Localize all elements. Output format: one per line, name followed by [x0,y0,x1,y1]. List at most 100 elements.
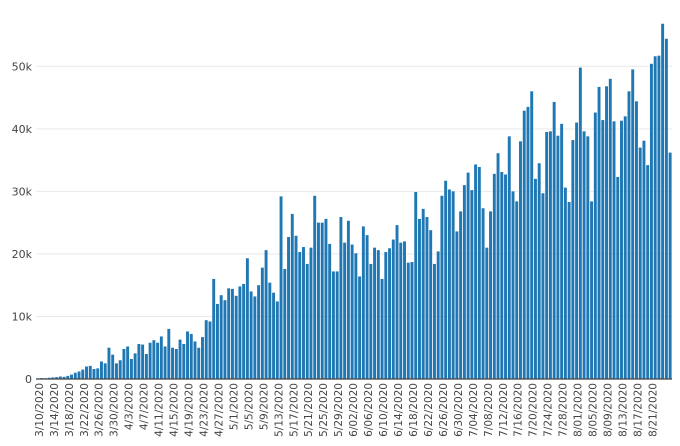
bar[interactable] [55,377,59,379]
bar[interactable] [485,247,489,379]
bar[interactable] [496,153,500,379]
bar[interactable] [275,301,279,379]
bar[interactable] [320,222,324,379]
bar[interactable] [96,368,100,379]
bar[interactable] [455,231,459,379]
bar[interactable] [62,376,66,379]
bar[interactable] [171,347,175,379]
bar[interactable] [548,131,552,379]
bar[interactable] [249,291,253,379]
bar[interactable] [631,69,635,380]
bar[interactable] [620,120,623,379]
bar[interactable] [552,101,556,379]
bar[interactable] [657,55,661,379]
bar[interactable] [563,187,567,379]
bar[interactable] [664,38,668,380]
bar[interactable] [197,347,201,379]
bar[interactable] [268,282,272,379]
bar[interactable] [653,56,657,379]
bar[interactable] [100,361,103,379]
bar[interactable] [526,106,530,379]
bar[interactable] [436,251,440,379]
bar[interactable] [492,173,496,379]
bar[interactable] [462,185,466,379]
bar[interactable] [294,235,298,379]
bar[interactable] [590,201,594,379]
bar[interactable] [234,295,238,379]
bar[interactable] [571,140,575,379]
bar[interactable] [601,120,605,379]
bar[interactable] [283,268,287,379]
bar[interactable] [425,217,429,379]
bar[interactable] [612,121,616,379]
bar[interactable] [148,342,152,379]
bar[interactable] [335,271,339,379]
bar[interactable] [189,333,193,379]
bar[interactable] [616,176,620,379]
bar[interactable] [242,283,246,379]
bar[interactable] [204,320,208,379]
bar[interactable] [331,271,335,379]
bar[interactable] [178,339,182,379]
bar[interactable] [474,164,478,379]
bar[interactable] [186,331,189,379]
bar[interactable] [369,263,373,379]
bar[interactable] [627,91,631,379]
bar[interactable] [290,213,294,379]
bar[interactable] [399,242,403,379]
bar[interactable] [504,174,507,379]
bar[interactable] [545,131,549,379]
bar[interactable] [182,343,186,379]
bar[interactable] [92,368,96,379]
bar[interactable] [608,78,612,380]
bar[interactable] [51,377,55,379]
bar[interactable] [287,237,290,379]
bar[interactable] [440,195,444,379]
bar[interactable] [593,112,597,379]
bar[interactable] [77,371,81,379]
bar[interactable] [253,296,257,379]
bar[interactable] [201,337,204,379]
bar[interactable] [365,235,369,379]
bar[interactable] [137,343,141,379]
bar[interactable] [429,230,433,379]
bar[interactable] [339,217,343,379]
bar[interactable] [511,191,515,379]
bar[interactable] [103,363,107,379]
bar[interactable] [507,136,511,379]
bar[interactable] [537,163,541,379]
bar[interactable] [477,166,481,379]
bar[interactable] [141,344,145,379]
bar[interactable] [530,91,534,379]
bar[interactable] [586,136,590,379]
bar[interactable] [489,211,493,379]
bar[interactable] [118,360,122,379]
bar[interactable] [302,247,305,379]
bar[interactable] [414,192,418,379]
bar[interactable] [223,300,227,379]
bar[interactable] [391,239,395,379]
bar[interactable] [668,152,672,379]
bar[interactable] [635,101,638,379]
bar[interactable] [451,191,455,379]
bar[interactable] [361,226,365,379]
bar[interactable] [560,123,564,379]
bar[interactable] [481,208,485,379]
bar[interactable] [623,116,627,379]
bar[interactable] [466,172,470,379]
bar[interactable] [114,363,118,379]
bar[interactable] [646,165,650,379]
bar[interactable] [238,286,242,379]
bar[interactable] [47,377,51,379]
bar[interactable] [212,278,216,379]
bar[interactable] [661,23,665,379]
bar[interactable] [163,346,167,379]
bar[interactable] [66,375,70,379]
bar[interactable] [193,341,197,379]
bar[interactable] [324,218,328,379]
bar[interactable] [272,292,276,379]
bar[interactable] [519,141,522,379]
bar[interactable] [317,222,320,379]
bar[interactable] [410,262,414,379]
bar[interactable] [208,321,212,379]
